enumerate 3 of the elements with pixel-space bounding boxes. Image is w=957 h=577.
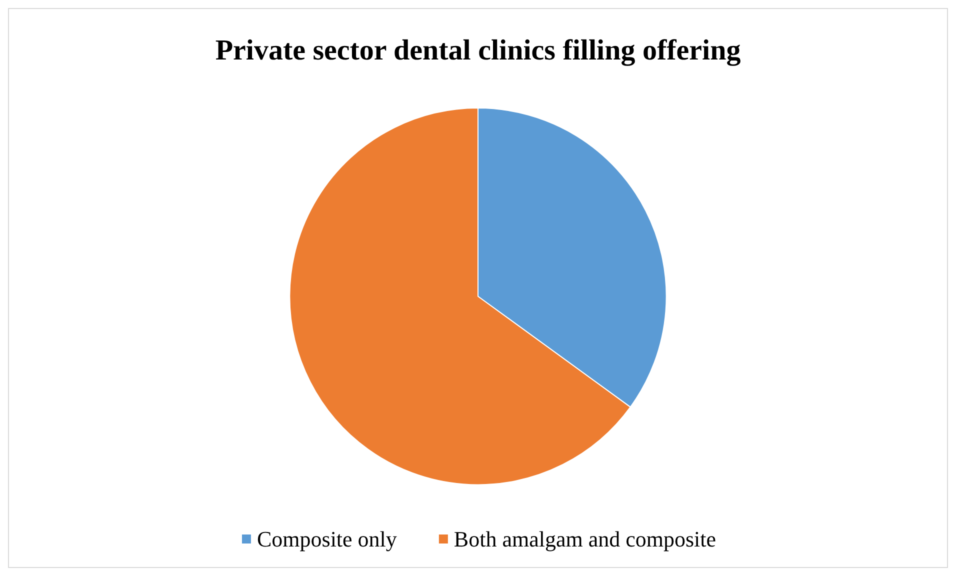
chart-title: Private sector dental clinics filling offering: [215, 34, 742, 66]
legend-label: Both amalgam and composite: [454, 526, 716, 552]
legend-label: Composite only: [256, 526, 397, 552]
